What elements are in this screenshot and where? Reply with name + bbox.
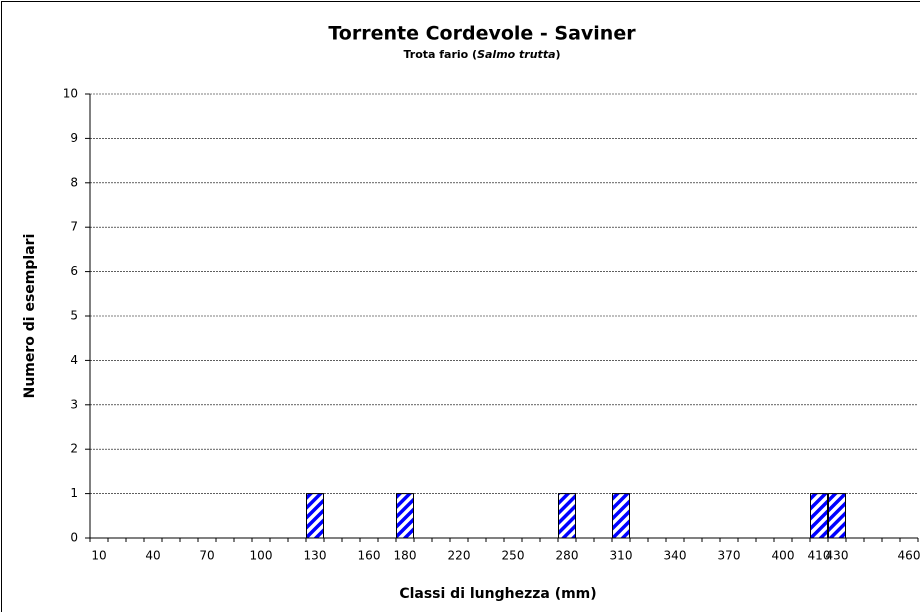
x-tick-label: 280 (556, 549, 579, 563)
bar (810, 493, 828, 539)
y-tick-label: 6 (70, 264, 78, 278)
x-tick-label: 340 (664, 549, 687, 563)
x-tick-label: 460 (898, 549, 920, 563)
bar (828, 493, 846, 539)
x-tick-label: 220 (448, 549, 471, 563)
x-tick-label: 430 (826, 549, 849, 563)
chart-title: Torrente Cordevole - Saviner (328, 23, 636, 45)
y-tick-label: 7 (70, 220, 78, 234)
x-tick-label: 70 (199, 549, 214, 563)
y-tick-label: 8 (70, 175, 78, 189)
x-tick-label: 410 (808, 549, 831, 563)
x-tick-label: 180 (394, 549, 417, 563)
x-tick-label: 370 (718, 549, 741, 563)
x-tick-label: 130 (304, 549, 327, 563)
bar (612, 493, 630, 539)
bar (396, 493, 414, 539)
x-tick-label: 10 (91, 549, 106, 563)
bar (306, 493, 324, 539)
y-tick-label: 4 (70, 353, 78, 367)
x-tick-label: 250 (502, 549, 525, 563)
y-tick-label: 5 (70, 309, 78, 323)
x-tick-label: 100 (250, 549, 273, 563)
x-tick-label: 310 (610, 549, 633, 563)
y-tick-label: 0 (70, 531, 78, 545)
y-tick-label: 3 (70, 397, 78, 411)
x-tick-label: 400 (772, 549, 795, 563)
bar (558, 493, 576, 539)
y-tick-label: 2 (70, 442, 78, 456)
chart-subtitle: Trota fario (Salmo trutta) (403, 48, 560, 61)
x-axis-title: Classi di lunghezza (mm) (399, 586, 596, 602)
y-tick-label: 9 (70, 131, 78, 145)
x-tick-label: 40 (145, 549, 160, 563)
x-tick-label: 160 (358, 549, 381, 563)
y-tick-label: 1 (70, 486, 78, 500)
y-axis-title: Numero di esemplari (22, 234, 38, 399)
y-tick-label: 10 (63, 87, 78, 101)
